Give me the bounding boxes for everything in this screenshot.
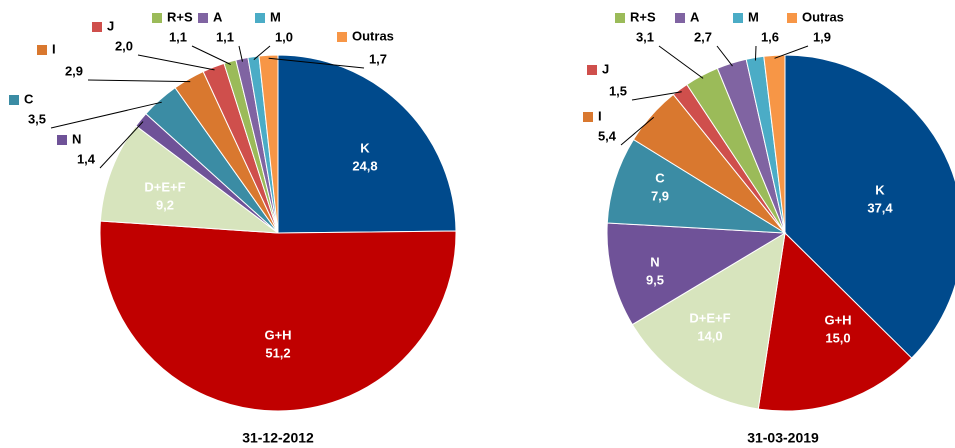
slice-value: 37,4 [867,200,893,215]
slice-label: A [690,9,700,24]
slice-value: 3,1 [636,29,654,44]
slice-value: 1,7 [369,51,387,66]
leader-line [268,57,365,69]
slice-label: G+H [824,312,851,327]
leader-line [253,45,271,61]
legend-marker [337,32,347,42]
pie-date: 31-12-2012 [242,430,314,446]
slice-label: G+H [264,327,291,342]
slice-value: 5,4 [598,128,617,143]
leader-line [191,45,231,65]
legend-marker [57,135,67,145]
pie-slice [784,54,955,359]
leader-line [620,116,655,146]
leader-line [50,101,162,129]
slice-value: 2,0 [115,38,133,53]
slice-value: 1,0 [275,29,293,44]
leader-line [631,91,682,101]
pie-slice [757,231,913,412]
slice-label: I [598,108,602,123]
leader-line [774,45,809,59]
slice-label: C [655,170,665,185]
leader-line [658,45,704,79]
slice-label: N [72,131,81,146]
slice-label: M [748,9,759,24]
legend-marker [37,45,47,55]
legend-marker [733,13,743,23]
slice-value: 15,0 [825,330,850,345]
pie-slice [631,232,786,410]
slice-value: 1,5 [609,83,627,98]
legend-marker [92,22,102,32]
slice-label: A [213,9,223,24]
legend-marker [587,65,597,75]
leader-line [137,54,215,71]
pie-slice [99,125,280,234]
leader-line [754,45,757,61]
slice-label: N [650,254,659,269]
pie [606,54,955,412]
slice-value: 2,7 [694,29,712,44]
pie-slice [606,222,787,326]
leader-line [87,79,191,83]
slice-label: K [360,140,370,155]
slice-value: 24,8 [352,158,377,173]
slice-label: I [52,41,56,56]
slice-value: 2,9 [65,63,83,78]
pie [99,54,457,412]
pie-slice [258,54,279,234]
slice-value: 9,5 [646,272,664,287]
slice-label: J [107,18,114,33]
legend-marker [583,112,593,122]
slice-value: 1,4 [77,151,96,166]
slice-value: 51,2 [265,345,290,360]
legend-marker [9,95,19,105]
slice-label: Outras [352,28,394,43]
slice-value: 14,0 [697,328,722,343]
legend-marker [675,13,685,23]
leader-line [99,121,144,169]
leader-line [238,45,243,62]
slice-value: 1,9 [813,29,831,44]
slice-label: M [270,9,281,24]
slice-value: 1,1 [216,29,234,44]
pie-slice [277,54,457,234]
legend-marker [198,13,208,23]
slice-label: R+S [167,9,193,24]
slice-value: 7,9 [651,188,669,203]
slice-value: 9,2 [156,197,174,212]
slice-value: 1,1 [169,29,187,44]
slice-label: C [24,91,34,106]
legend-marker [152,13,162,23]
slice-value: 1,6 [761,29,779,44]
leader-line [716,45,733,67]
slice-label: Outras [802,9,844,24]
legend-marker [787,13,797,23]
slice-label: K [875,182,885,197]
pie-date: 31-03-2019 [747,430,819,446]
pie-slice [99,220,457,412]
slice-value: 3,5 [28,111,46,126]
slice-label: R+S [630,9,656,24]
legend-marker [615,13,625,23]
legend-marker [255,13,265,23]
slice-label: D+E+F [689,310,730,325]
slice-label: D+E+F [144,179,185,194]
slice-label: J [602,61,609,76]
